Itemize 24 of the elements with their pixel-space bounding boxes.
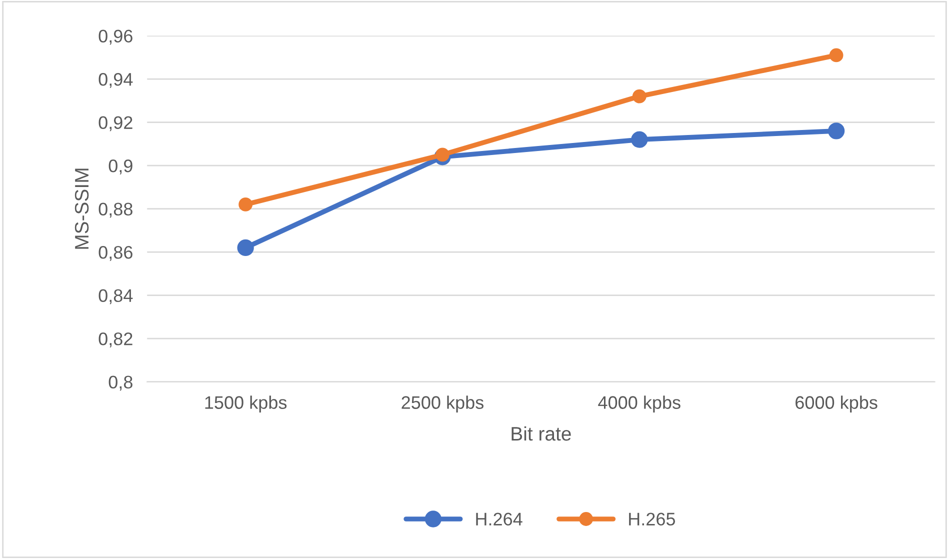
point [828, 122, 845, 140]
x-tick-label: 4000 kpbs [598, 396, 680, 413]
x-axis-title: Bit rate [512, 426, 571, 441]
x-tick-label: 1500 kpbs [205, 396, 287, 413]
legend-label: H.265 [629, 512, 676, 526]
y-tick-label: 0,96 [98, 30, 132, 45]
y-tick-label: 0,88 [98, 202, 132, 218]
y-tick-label: 0,82 [98, 332, 132, 348]
x-tick-label: 6000 kpbs [796, 396, 878, 413]
point [632, 89, 646, 104]
y-tick-label: 0,94 [98, 72, 133, 88]
y-tick-label: 0,9 [108, 159, 132, 174]
x-tick-label: 2500 kpbs [402, 396, 484, 413]
point [829, 48, 844, 62]
y-tick-label: 0,84 [98, 289, 133, 304]
point [631, 131, 648, 148]
point [238, 198, 252, 212]
y-axis-title: MS-SSIM [74, 168, 89, 249]
y-tick-label: 0,8 [108, 376, 132, 391]
y-tick-label: 0,92 [98, 116, 132, 132]
point [237, 239, 254, 256]
point [436, 148, 450, 162]
y-tick-label: 0,86 [98, 246, 132, 261]
legend-label: H.264 [476, 512, 522, 526]
